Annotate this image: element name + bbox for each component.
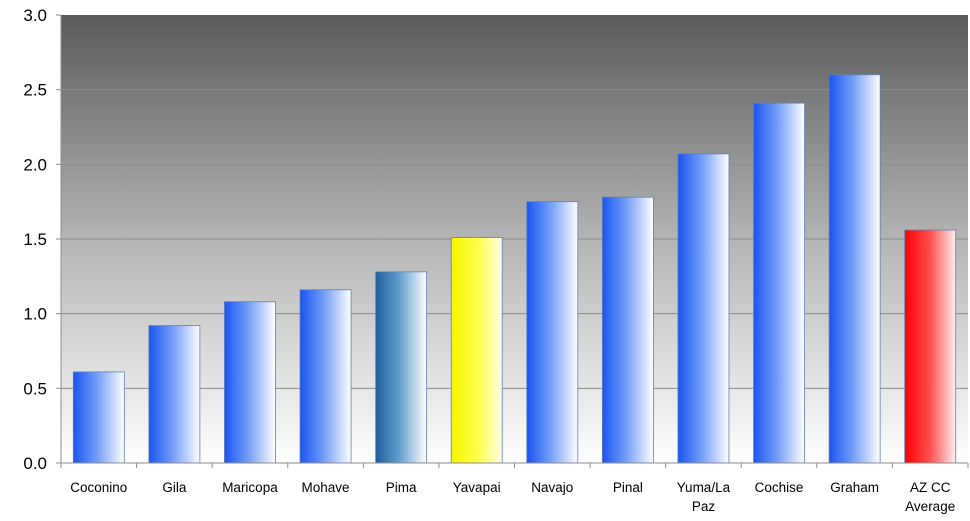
x-tick-label: Maricopa [222, 480, 278, 495]
x-label-11: Graham [830, 480, 879, 495]
y-tick-label: 1.5 [23, 230, 47, 249]
x-tick-label: Cochise [755, 480, 804, 495]
x-label-3: Maricopa [222, 480, 278, 495]
x-tick-label: Paz [692, 499, 716, 514]
x-label-6: Yavapai [453, 480, 501, 495]
bar-12 [904, 229, 957, 464]
bar-10 [753, 102, 805, 464]
y-tick-label: 2.0 [23, 155, 47, 174]
x-axis-labels: Coconino Gila Maricopa Mohave Pima Yavapai Nav… [70, 480, 955, 514]
x-label-8: Pinal [613, 480, 643, 495]
x-label-1: Coconino [70, 480, 127, 495]
bar-5 [375, 271, 428, 464]
bar-6 [450, 237, 503, 464]
x-tick-label: Pima [386, 480, 417, 495]
bar-9 [677, 153, 730, 464]
x-label-12: AZ CC Average [905, 480, 955, 514]
y-tick-label: 1.0 [23, 305, 47, 324]
x-label-9: Yuma/La Paz [677, 480, 731, 514]
bar-1 [72, 371, 125, 464]
x-tick-label: Yuma/La [677, 480, 731, 495]
y-tick-label: 0.5 [23, 379, 47, 398]
x-tick-label: Navajo [531, 480, 573, 495]
bar-11 [828, 74, 881, 464]
bars [72, 74, 957, 464]
x-tick-label: Pinal [613, 480, 643, 495]
bar-7 [526, 201, 579, 464]
y-tick-label: 3.0 [23, 6, 47, 25]
x-label-7: Navajo [531, 480, 573, 495]
bar-4 [299, 289, 352, 464]
x-tick-label: Mohave [302, 480, 350, 495]
bar-3 [224, 301, 276, 464]
x-label-4: Mohave [302, 480, 350, 495]
x-tick-label: Gila [162, 480, 186, 495]
x-tick-label: AZ CC [910, 480, 951, 495]
x-tick-label: Average [905, 499, 955, 514]
y-tick-label: 2.5 [23, 81, 47, 100]
x-label-5: Pima [386, 480, 417, 495]
bar-8 [601, 196, 654, 464]
x-tick-label: Yavapai [453, 480, 501, 495]
x-label-10: Cochise [755, 480, 804, 495]
x-tick-label: Graham [830, 480, 879, 495]
bar-2 [148, 325, 201, 464]
y-tick-label: 0.0 [23, 454, 47, 473]
x-label-2: Gila [162, 480, 186, 495]
gridlines [61, 89, 968, 389]
x-tick-label: Coconino [70, 480, 127, 495]
x-axis-ticks [60, 463, 969, 468]
y-axis-labels: 0.0 0.5 1.0 1.5 2.0 2.5 3.0 [23, 6, 61, 473]
